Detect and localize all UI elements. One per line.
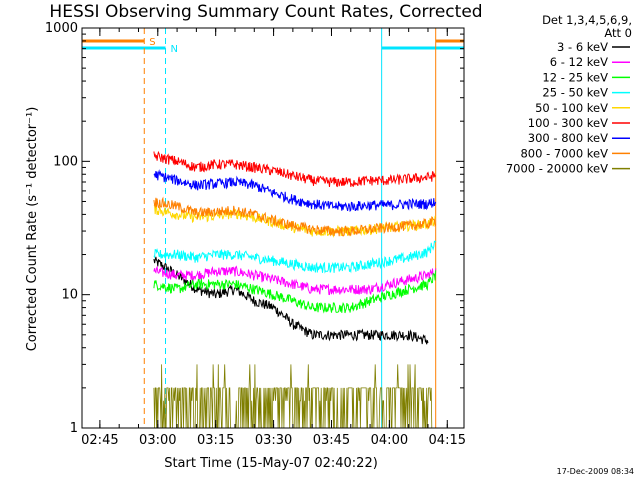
x-tick-label-03-30: 03:30 bbox=[255, 433, 292, 448]
legend-label-6-12-kev: 6 - 12 keV bbox=[550, 55, 608, 69]
series-line-300-800-kev bbox=[153, 169, 437, 213]
legend-label-25-50-kev: 25 - 50 keV bbox=[542, 86, 608, 100]
series-line-12-25-kev bbox=[153, 270, 437, 314]
legend-label-7000-20000-kev: 7000 - 20000 keV bbox=[506, 162, 608, 176]
series-line-100-300-kev bbox=[153, 150, 437, 188]
y-tick-label-1: 1 bbox=[70, 421, 78, 436]
series-lines bbox=[153, 150, 437, 429]
y-tick-label-100: 100 bbox=[53, 154, 78, 169]
x-tick-label-03-00: 03:00 bbox=[139, 433, 176, 448]
plot-area: SN bbox=[82, 28, 464, 428]
y-tick-label-1000: 1000 bbox=[45, 21, 78, 36]
x-tick-label-02-45: 02:45 bbox=[81, 433, 118, 448]
legend-label-100-300-kev: 100 - 300 keV bbox=[528, 116, 608, 130]
x-tick-label-04-00: 04:00 bbox=[371, 433, 408, 448]
marker-label-s: S bbox=[149, 37, 155, 48]
marker-label-n: N bbox=[171, 44, 178, 55]
legend-header-line-2: Att 0 bbox=[604, 26, 632, 40]
legend-header-line-1: Det 1,3,4,5,6,9, bbox=[542, 13, 632, 27]
legend-label-300-800-kev: 300 - 800 keV bbox=[528, 131, 608, 145]
series-line-25-50-kev bbox=[153, 240, 437, 274]
x-axis-label: Start Time (15-May-07 02:40:22) bbox=[164, 456, 378, 471]
footer-date: 17-Dec-2009 08:34 bbox=[557, 467, 634, 476]
axes: 1 10 100 1000 02:45 03:00 03:15 03:30 03:45 04:00… bbox=[45, 21, 466, 448]
y-tick-label-10: 10 bbox=[61, 288, 78, 303]
x-tick-label-03-15: 03:15 bbox=[197, 433, 234, 448]
chart-title: HESSI Observing Summary Count Rates, Cor… bbox=[49, 2, 482, 22]
series-line-800-7000-kev bbox=[153, 196, 437, 237]
x-tick-label-03-45: 03:45 bbox=[313, 433, 350, 448]
legend-label-3-6-kev: 3 - 6 keV bbox=[557, 40, 608, 54]
series-line-6-12-kev bbox=[153, 265, 437, 296]
legend-label-50-100-kev: 50 - 100 keV bbox=[535, 101, 608, 115]
y-axis-label: Corrected Count Rate (s⁻¹ detector⁻¹) bbox=[25, 107, 40, 352]
legend-label-800-7000-kev: 800 - 7000 keV bbox=[520, 146, 608, 160]
legend-label-12-25-kev: 12 - 25 keV bbox=[542, 70, 608, 84]
plot-frame bbox=[81, 27, 465, 429]
x-tick-label-04-15: 04:15 bbox=[429, 433, 466, 448]
